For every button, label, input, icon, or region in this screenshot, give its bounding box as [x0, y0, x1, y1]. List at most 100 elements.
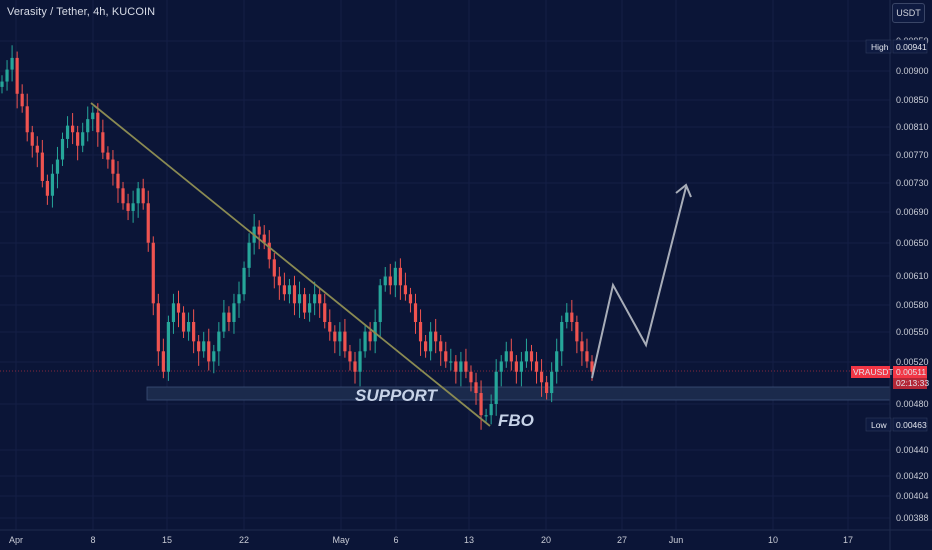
trendline [90, 102, 491, 427]
candle-body [60, 138, 65, 160]
candle-body [348, 351, 352, 362]
candle-body [40, 152, 44, 181]
time-tick: Jun [669, 535, 684, 545]
price-tick: 0.00550 [896, 327, 929, 337]
price-tick: 0.00690 [896, 207, 929, 217]
candle-body [267, 242, 271, 260]
candle-body [30, 132, 34, 146]
symbol-tag: VRAUSDT [853, 367, 894, 377]
candle-body [529, 351, 534, 362]
price-tick: 0.00440 [896, 445, 929, 455]
candle-body [257, 226, 261, 235]
time-tick: 27 [617, 535, 627, 545]
candle-body [202, 341, 206, 352]
time-tick: May [332, 535, 350, 545]
price-tick: 0.00650 [896, 238, 929, 248]
grid [0, 0, 890, 530]
time-tick: 10 [768, 535, 778, 545]
candle-body [494, 371, 498, 404]
candle-body [121, 188, 125, 204]
candle-body [479, 393, 483, 416]
candle-body [328, 321, 332, 332]
candle-body [111, 159, 115, 174]
candle-body [524, 351, 529, 362]
high-marker: High 0.00941 [865, 39, 928, 54]
time-tick: 22 [239, 535, 249, 545]
candle-body [186, 321, 191, 332]
low-marker: Low 0.00463 [865, 417, 928, 432]
candle-body [439, 341, 443, 352]
candle-body [398, 267, 402, 286]
candle-body [474, 382, 478, 394]
candle-body [292, 285, 297, 304]
candle-body [408, 294, 413, 304]
candle-body [297, 294, 302, 304]
candle-body [207, 341, 211, 362]
candle-body [116, 173, 120, 189]
candle-body [575, 321, 579, 342]
candle-body [106, 152, 110, 160]
candle-body [161, 351, 165, 372]
candle-body [393, 267, 397, 286]
candle-body [35, 145, 39, 153]
candle-body [247, 242, 251, 268]
high-value: 0.00941 [896, 42, 927, 52]
currency-button[interactable]: USDT [892, 3, 925, 23]
price-tick: 0.00480 [896, 399, 929, 409]
candle-body [25, 106, 29, 133]
candle-body [0, 81, 4, 87]
candle-body [101, 132, 105, 153]
candle-body [565, 312, 569, 322]
time-tick: 17 [843, 535, 853, 545]
candle-body [504, 351, 508, 362]
candle-body [378, 285, 382, 322]
candle-body [418, 321, 423, 342]
candle-body [262, 234, 266, 243]
candle-body [323, 303, 327, 322]
candle-body [20, 93, 24, 107]
candle-body [96, 112, 100, 133]
low-value: 0.00463 [896, 420, 927, 430]
candle-body [519, 361, 524, 372]
price-tick: 0.00404 [896, 491, 929, 501]
candle-body [514, 361, 518, 372]
candle-body [171, 303, 176, 322]
candle-body [242, 267, 246, 295]
candle-body [166, 321, 171, 372]
candle-body [237, 294, 241, 304]
candle-body [429, 331, 433, 352]
candle-body [15, 57, 19, 94]
candle-body [560, 321, 564, 352]
candle-body [338, 331, 342, 342]
candle-body [287, 285, 292, 295]
candle-body [217, 331, 221, 352]
candle-body [459, 361, 463, 372]
last-price-tag: VRAUSDT 0.00511 02:13:33 [851, 366, 929, 389]
candle-body [454, 361, 458, 372]
candle-body [368, 331, 372, 342]
projection-arrow [591, 186, 687, 379]
candle-body [434, 331, 438, 342]
candle-body [388, 276, 392, 286]
candle-body [423, 341, 428, 352]
price-tick: 0.00730 [896, 178, 929, 188]
candle-body [534, 361, 539, 372]
time-tick: 15 [162, 535, 172, 545]
candle-body [70, 125, 75, 133]
candle-body [176, 303, 181, 313]
time-axis: Apr 8 15 22 May 6 13 20 27 Jun 10 17 [9, 535, 853, 545]
price-tick: 0.00770 [896, 150, 929, 160]
candle-body [373, 321, 377, 342]
candles [0, 45, 594, 430]
price-tick: 0.00900 [896, 66, 929, 76]
candle-body [50, 173, 55, 196]
candle-body [212, 351, 216, 362]
last-price-value: 0.00511 [896, 367, 926, 377]
candle-body [383, 276, 387, 286]
candle-body [5, 69, 9, 82]
time-tick: Apr [9, 535, 23, 545]
candle-body [484, 415, 488, 417]
candle-body [91, 112, 95, 120]
candle-body [313, 294, 317, 304]
